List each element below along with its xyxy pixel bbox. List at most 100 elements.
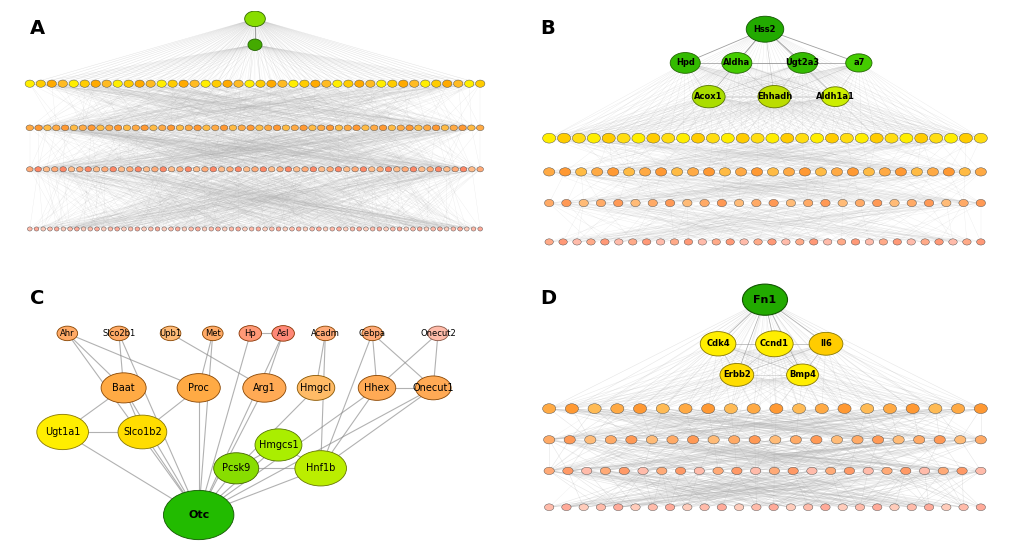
Ellipse shape	[975, 199, 984, 206]
Ellipse shape	[176, 167, 183, 172]
Ellipse shape	[411, 227, 415, 231]
Ellipse shape	[628, 239, 636, 245]
Ellipse shape	[316, 227, 321, 231]
Ellipse shape	[273, 125, 280, 131]
Ellipse shape	[211, 125, 219, 131]
Ellipse shape	[35, 125, 43, 131]
Text: Hnf1b: Hnf1b	[306, 463, 335, 473]
Ellipse shape	[579, 199, 588, 206]
Ellipse shape	[746, 16, 783, 42]
Ellipse shape	[808, 332, 842, 355]
Text: Acox1: Acox1	[694, 92, 722, 101]
Text: Bmp4: Bmp4	[789, 370, 815, 379]
Ellipse shape	[699, 199, 708, 206]
Ellipse shape	[118, 415, 167, 449]
Ellipse shape	[851, 239, 859, 245]
Ellipse shape	[423, 125, 431, 131]
Text: Hmgcs1: Hmgcs1	[259, 440, 298, 450]
Ellipse shape	[542, 133, 555, 143]
Ellipse shape	[323, 227, 328, 231]
Ellipse shape	[862, 468, 872, 475]
Ellipse shape	[229, 125, 236, 131]
Ellipse shape	[52, 125, 60, 131]
Ellipse shape	[711, 239, 719, 245]
Ellipse shape	[404, 227, 409, 231]
Ellipse shape	[238, 326, 261, 341]
Ellipse shape	[860, 404, 873, 413]
Ellipse shape	[102, 80, 111, 87]
Ellipse shape	[252, 167, 258, 172]
Ellipse shape	[751, 168, 762, 176]
Ellipse shape	[786, 504, 795, 511]
Ellipse shape	[110, 167, 116, 172]
Ellipse shape	[332, 80, 341, 87]
Ellipse shape	[93, 167, 100, 172]
Ellipse shape	[838, 199, 847, 206]
Text: Onecut1: Onecut1	[412, 383, 453, 393]
Ellipse shape	[958, 504, 967, 511]
Ellipse shape	[406, 125, 413, 131]
Ellipse shape	[562, 468, 573, 475]
Ellipse shape	[943, 168, 954, 176]
Ellipse shape	[587, 133, 600, 143]
Ellipse shape	[889, 199, 899, 206]
Ellipse shape	[362, 125, 369, 131]
Ellipse shape	[871, 504, 881, 511]
Ellipse shape	[820, 504, 829, 511]
Ellipse shape	[235, 227, 240, 231]
Ellipse shape	[613, 199, 623, 206]
Ellipse shape	[247, 125, 254, 131]
Ellipse shape	[453, 80, 463, 87]
Ellipse shape	[471, 227, 476, 231]
Ellipse shape	[705, 133, 718, 143]
Ellipse shape	[721, 52, 751, 73]
Ellipse shape	[135, 167, 142, 172]
Ellipse shape	[290, 125, 299, 131]
Ellipse shape	[310, 167, 316, 172]
Ellipse shape	[101, 373, 146, 403]
Ellipse shape	[57, 326, 77, 341]
Ellipse shape	[656, 468, 666, 475]
Ellipse shape	[335, 167, 341, 172]
Ellipse shape	[884, 133, 897, 143]
Ellipse shape	[68, 167, 74, 172]
Ellipse shape	[769, 404, 783, 413]
Ellipse shape	[646, 436, 657, 444]
Ellipse shape	[385, 167, 391, 172]
Ellipse shape	[905, 404, 918, 413]
Ellipse shape	[588, 404, 600, 413]
Ellipse shape	[951, 404, 964, 413]
Ellipse shape	[751, 504, 760, 511]
Ellipse shape	[895, 168, 906, 176]
Ellipse shape	[973, 133, 986, 143]
Ellipse shape	[415, 125, 422, 131]
Ellipse shape	[944, 133, 957, 143]
Ellipse shape	[108, 227, 113, 231]
Ellipse shape	[194, 167, 200, 172]
Ellipse shape	[245, 11, 265, 26]
Ellipse shape	[646, 133, 659, 143]
Ellipse shape	[146, 80, 155, 87]
Ellipse shape	[543, 436, 554, 444]
Ellipse shape	[573, 239, 581, 245]
Ellipse shape	[78, 125, 87, 131]
Ellipse shape	[396, 125, 405, 131]
Ellipse shape	[300, 125, 307, 131]
Ellipse shape	[586, 239, 594, 245]
Ellipse shape	[906, 504, 915, 511]
Ellipse shape	[830, 436, 842, 444]
Ellipse shape	[862, 168, 873, 176]
Ellipse shape	[691, 133, 704, 143]
Ellipse shape	[157, 80, 166, 87]
Text: Slco2b1: Slco2b1	[102, 329, 136, 338]
Ellipse shape	[928, 404, 941, 413]
Ellipse shape	[788, 468, 798, 475]
Ellipse shape	[128, 227, 132, 231]
Ellipse shape	[623, 168, 634, 176]
Ellipse shape	[244, 167, 250, 172]
Ellipse shape	[561, 504, 571, 511]
Ellipse shape	[67, 227, 72, 231]
Ellipse shape	[958, 199, 967, 206]
Ellipse shape	[739, 239, 748, 245]
Ellipse shape	[74, 227, 79, 231]
